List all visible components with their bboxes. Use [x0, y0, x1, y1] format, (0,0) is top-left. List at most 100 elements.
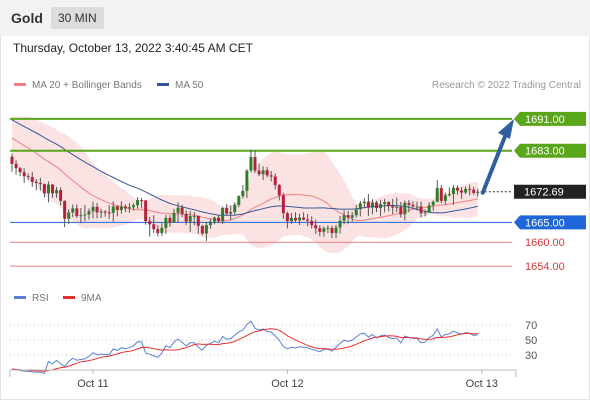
- candle-body: [265, 170, 269, 176]
- pivot-tag: [514, 215, 586, 230]
- candle-body: [229, 212, 233, 214]
- candle-body: [38, 182, 42, 185]
- candle-body: [249, 157, 253, 171]
- support-label: 1654.00: [525, 261, 565, 273]
- rsi-layer: 70 50 30: [10, 320, 537, 374]
- candle-body: [83, 214, 87, 216]
- candle-body: [354, 209, 358, 216]
- candle-body: [464, 188, 468, 193]
- candle-body: [160, 227, 164, 234]
- pivot-label: 1665.00: [525, 217, 565, 229]
- candle-body: [383, 202, 387, 205]
- levels-layer: [10, 117, 512, 267]
- candle-body: [196, 215, 200, 226]
- rsi-swatch: [14, 295, 26, 299]
- candle-body: [399, 206, 403, 215]
- candle-body: [46, 184, 50, 194]
- candle-body: [59, 190, 63, 201]
- candle-body: [225, 208, 229, 214]
- candle-body: [257, 170, 261, 175]
- candle-body: [253, 157, 257, 171]
- support-label: 1660.00: [525, 237, 565, 249]
- ma-bb-swatch: [14, 82, 26, 86]
- candle-body: [439, 188, 443, 201]
- current-price-label: 1672.69: [524, 187, 564, 199]
- candle-body: [188, 215, 192, 222]
- candle-body: [269, 175, 273, 177]
- rsi-ma-label: 9MA: [81, 293, 102, 304]
- candle-body: [63, 200, 67, 219]
- timeframe-badge[interactable]: 30 MIN: [51, 7, 104, 29]
- projection-arrow-head: [498, 118, 514, 139]
- candle-body: [123, 206, 127, 209]
- credit-text: Research © 2022 Trading Central: [431, 80, 581, 91]
- rsi-line: [11, 320, 478, 374]
- legend-rsi: RSI: [14, 293, 49, 304]
- candle-body: [132, 205, 135, 208]
- candle-body: [411, 204, 415, 207]
- candle-body: [213, 217, 216, 222]
- candle-body: [30, 176, 34, 182]
- candle-body: [318, 228, 322, 232]
- candle-body: [152, 224, 156, 230]
- candle-body: [447, 194, 451, 196]
- candle-body: [204, 225, 208, 234]
- candle-body: [217, 217, 221, 222]
- candle-body: [281, 195, 285, 214]
- candle-body: [407, 202, 411, 205]
- resistance-label: 1683.00: [525, 146, 565, 158]
- candle-body: [427, 205, 431, 213]
- x-tick-label: Oct 12: [271, 378, 303, 390]
- candle-body: [261, 170, 265, 175]
- candle-body: [103, 211, 107, 213]
- projection-arrow-shaft: [480, 131, 508, 195]
- candle-body: [443, 195, 447, 201]
- candle-body: [322, 228, 326, 232]
- x-tick-label: Oct 13: [466, 378, 498, 390]
- candle-body: [350, 215, 354, 218]
- candle-body: [115, 206, 119, 211]
- candle-body: [99, 211, 103, 213]
- rsi-tick-label: 50: [525, 335, 537, 347]
- candle-body: [241, 190, 245, 197]
- rsi-ma-line: [11, 328, 478, 372]
- candle-body: [140, 200, 144, 202]
- candle-body: [403, 202, 407, 215]
- candle-body: [294, 217, 297, 221]
- ma-bb-label: MA 20 + Bollinger Bands: [32, 80, 142, 91]
- candle-body: [302, 217, 306, 220]
- projection-arrow-layer: [480, 118, 514, 195]
- candle-body: [26, 176, 30, 178]
- candle-body: [221, 208, 225, 222]
- candle-body: [144, 200, 148, 222]
- candle-body: [42, 184, 46, 194]
- legend-ma50: MA 50: [157, 80, 203, 91]
- candle-body: [34, 181, 38, 183]
- candle-body: [164, 217, 168, 228]
- ma50-line: [11, 119, 478, 216]
- candle-body: [14, 163, 18, 169]
- candle-body: [119, 206, 123, 211]
- candle-body: [136, 200, 140, 206]
- candle-body: [298, 217, 302, 221]
- candle-body: [176, 207, 180, 213]
- resistance-tag: [514, 111, 586, 126]
- candles-layer: [10, 149, 480, 242]
- candle-body: [415, 206, 419, 208]
- candle-body: [245, 170, 249, 191]
- candle-body: [172, 212, 176, 223]
- candle-body: [423, 212, 427, 214]
- rsi-label: RSI: [32, 293, 49, 304]
- candle-body: [375, 202, 378, 209]
- bollinger-layer: [12, 115, 478, 254]
- candle-body: [330, 227, 334, 234]
- candle-body: [472, 189, 476, 193]
- timestamp: Thursday, October 13, 2022 3:40:45 AM CE…: [13, 41, 253, 55]
- rsi-tick-label: 70: [525, 320, 537, 332]
- candle-body: [310, 220, 314, 226]
- candle-body: [180, 207, 184, 214]
- candle-body: [79, 215, 83, 217]
- candle-body: [289, 217, 293, 222]
- chart-header: Gold 30 MIN: [0, 0, 590, 36]
